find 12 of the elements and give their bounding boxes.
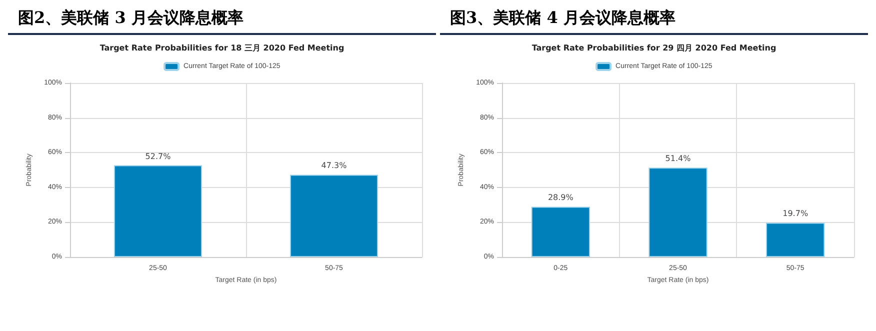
data-label: 28.9% [548,193,574,202]
bar [766,222,825,257]
data-label: 52.7% [145,152,172,161]
bar [648,168,708,257]
chart-subtitle: Target Rate Probabilities for 29 四月 2020 Fed Meeting [532,44,776,52]
chart-title: 图3、美联储 4 月会议降息概率 [440,8,868,35]
chart-subtitle: Target Rate Probabilities for 18 三月 2020 Fed Meeting [100,44,344,52]
data-label: 47.3% [321,161,348,170]
data-label: 51.4% [665,154,692,164]
data-label: 19.7% [782,209,808,218]
chart-title: 图2、美联储 3 月会议降息概率 [8,8,436,35]
bar [531,206,590,257]
